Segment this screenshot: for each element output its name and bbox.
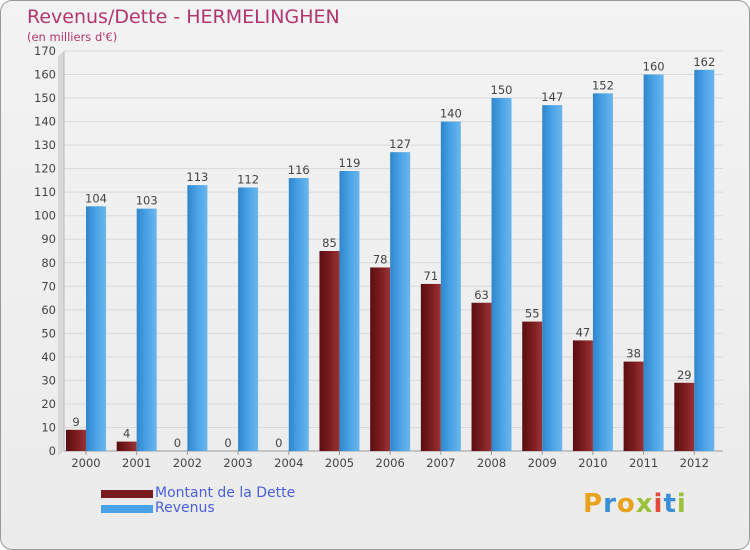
bar-dette [522,321,543,451]
data-label-dette: 9 [72,415,79,429]
data-label-revenus: 116 [288,163,310,177]
y-tick-label: 140 [34,115,56,129]
bar-revenus [694,69,715,451]
bar-revenus [339,171,360,451]
bar-dette [66,429,86,451]
chart-title: Revenus/Dette - HERMELINGHEN [27,6,340,28]
data-label-revenus: 160 [643,60,665,74]
bar-revenus [288,178,309,451]
y-tick-label: 110 [34,185,56,199]
bar-dette [674,382,695,451]
x-tick-label: 2010 [578,456,607,470]
data-label-revenus: 112 [237,172,259,186]
data-label-revenus: 150 [491,83,513,97]
x-tick-label: 2007 [426,456,455,470]
data-label-revenus: 113 [186,170,208,184]
data-label-revenus: 119 [338,156,360,170]
legend-label-dette: Montant de la Dette [155,485,296,501]
data-label-dette: 29 [677,368,692,382]
bar-revenus [187,185,208,451]
x-tick-label: 2008 [477,456,506,470]
y-tick-label: 40 [41,350,56,364]
bar-dette [116,441,137,451]
chart-subtitle: (en milliers d'€) [27,30,118,44]
data-label-dette: 38 [626,347,641,361]
data-label-dette: 0 [174,436,181,450]
legend-label-revenus: Revenus [155,500,215,516]
data-label-dette: 85 [322,236,337,250]
data-label-dette: 0 [275,436,282,450]
bar-revenus [86,206,106,451]
data-label-revenus: 103 [136,194,158,208]
logo-letter: i [676,489,687,519]
bar-dette [623,361,644,451]
bar-revenus [440,121,461,452]
bar-dette [319,251,340,451]
data-label-revenus: 140 [440,107,462,121]
y-axis-wall [58,51,64,456]
x-tick-label: 2003 [223,456,252,470]
data-label-dette: 0 [224,436,231,450]
bar-dette [471,302,492,451]
y-tick-label: 30 [41,373,56,387]
x-tick-label: 2000 [71,456,100,470]
logo-letter: t [663,489,677,519]
data-label-dette: 55 [525,307,540,321]
data-label-dette: 71 [424,269,439,283]
data-label-revenus: 104 [85,191,107,205]
logo-letter: o [616,489,636,519]
y-tick-label: 100 [34,209,56,223]
x-tick-label: 2001 [122,456,151,470]
x-tick-label: 2006 [376,456,405,470]
x-tick-label: 2005 [325,456,354,470]
logo-letter: x [635,489,654,519]
x-tick-label: 2009 [528,456,557,470]
data-label-revenus: 147 [541,90,563,104]
y-tick-label: 130 [34,138,56,152]
x-tick-label: 2002 [173,456,202,470]
data-label-revenus: 162 [693,55,715,69]
y-tick-label: 150 [34,91,56,105]
proxiti-logo: Proxiti [583,489,687,519]
logo-letter: P [583,489,604,519]
x-tick-label: 2012 [680,456,709,470]
data-label-dette: 47 [576,325,591,339]
bar-revenus [136,208,157,451]
x-tick-label: 2011 [629,456,658,470]
y-tick-label: 160 [34,68,56,82]
legend-swatch-dette [101,490,153,498]
y-tick-label: 0 [49,444,56,458]
bar-revenus [592,93,613,452]
bar-revenus [390,152,411,452]
y-tick-label: 10 [41,420,56,434]
y-tick-label: 120 [34,162,56,176]
y-tick-label: 170 [34,44,56,58]
legend-swatch-revenus [101,505,153,513]
y-tick-label: 80 [41,256,56,270]
bar-dette [420,283,441,451]
x-tick-label: 2004 [274,456,303,470]
y-tick-label: 70 [41,279,56,293]
bar-revenus [238,187,259,451]
bar-dette [572,340,593,451]
data-label-dette: 63 [474,288,489,302]
data-label-revenus: 127 [389,137,411,151]
bar-revenus [542,105,563,451]
data-label-dette: 4 [123,427,130,441]
bar-revenus [491,98,512,451]
y-tick-label: 50 [41,326,56,340]
y-tick-label: 60 [41,303,56,317]
y-tick-label: 20 [41,397,56,411]
y-tick-label: 90 [41,232,56,246]
bar-dette [370,267,391,451]
data-label-dette: 78 [373,252,388,266]
data-label-revenus: 152 [592,78,614,92]
logo-letter: i [653,489,664,519]
bar-revenus [643,74,664,451]
logo-letter: r [603,489,617,519]
